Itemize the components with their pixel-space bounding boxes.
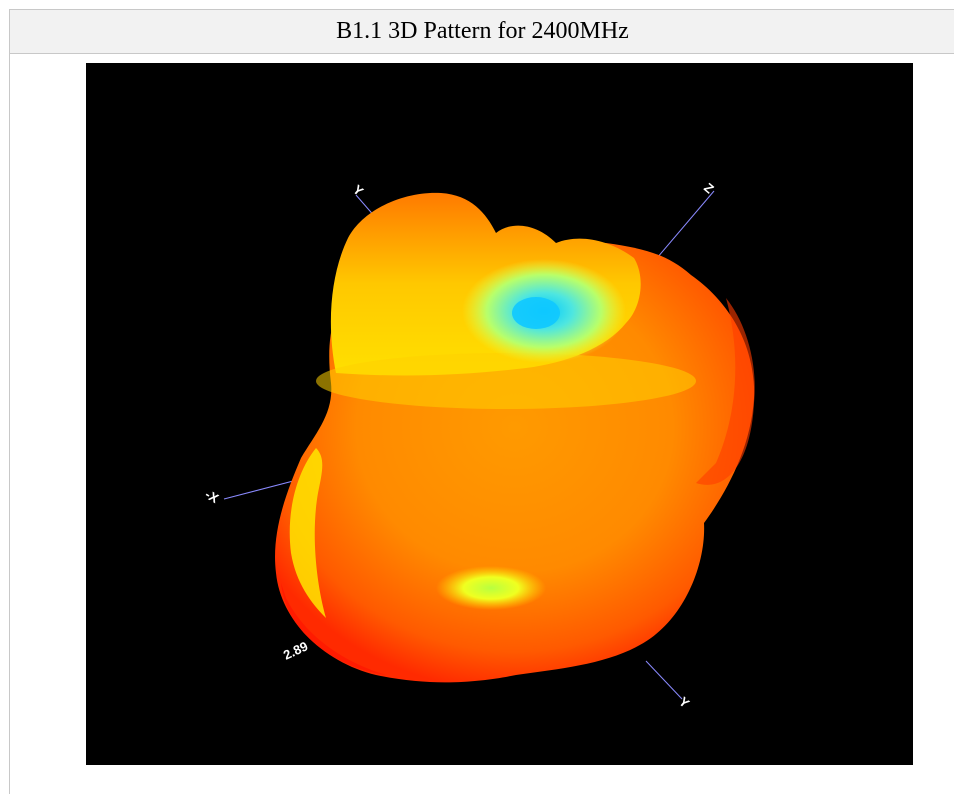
pattern-surface [275,192,755,683]
scale-value-label: 2.89 [281,638,310,662]
x-axis-label: -X [203,487,222,507]
pattern-render: Y Z -X Y 2.89 [203,180,755,711]
y-axis-label-top: Y [350,182,367,199]
pattern-title: B1.1 3D Pattern for 2400MHz [10,10,954,54]
z-axis-label: Z [701,180,717,197]
y-axis-label-bottom: Y [676,694,693,711]
y-axis-line-bottom [645,660,683,700]
3d-radiation-pattern-figure: Y Z -X Y 2.89 [86,63,913,765]
result-table: B1.1 3D Pattern for 2400MHz [9,9,954,794]
